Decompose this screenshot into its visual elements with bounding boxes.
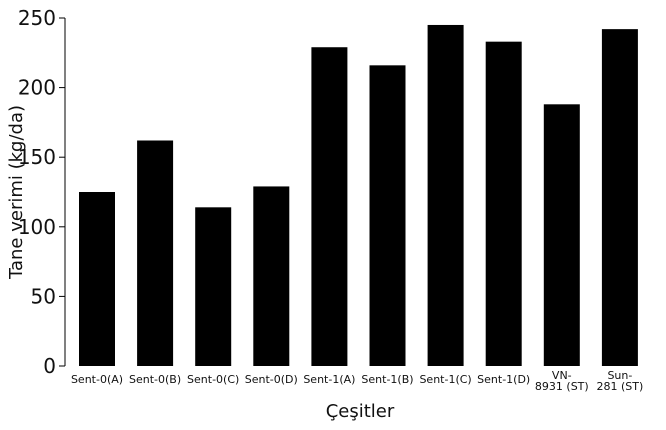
x-tick-label: Sun-281 (ST): [597, 369, 644, 393]
bar: [195, 207, 231, 366]
bar: [486, 42, 522, 366]
x-tick-label: Sent-1(A): [303, 373, 355, 386]
x-tick-label: Sent-1(D): [477, 373, 530, 386]
y-tick-label: 250: [18, 6, 56, 30]
bar: [137, 140, 173, 366]
x-tick-label: Sent-0(D): [245, 373, 298, 386]
bar: [253, 186, 289, 366]
bar: [311, 47, 347, 366]
bar: [79, 192, 115, 366]
bars-group: [79, 25, 638, 366]
y-axis-title: Tane verimi (kg/da): [6, 105, 27, 280]
x-tick-label: Sent-0(A): [71, 373, 123, 386]
y-tick-label: 0: [43, 354, 56, 378]
y-tick-label: 200: [18, 76, 56, 100]
bar: [428, 25, 464, 366]
bar: [602, 29, 638, 366]
y-tick-label: 50: [31, 284, 56, 308]
x-tick-label: Sent-1(B): [361, 373, 413, 386]
x-tick-label: Sent-0(B): [129, 373, 181, 386]
bar: [370, 65, 406, 366]
x-tick-label: Sent-1(C): [419, 373, 471, 386]
bar: [544, 104, 580, 366]
x-axis-title: Çeşitler: [326, 401, 395, 422]
x-tick-labels: Sent-0(A) Sent-0(B) Sent-0(C) Sent-0(D) Sent…: [71, 369, 643, 393]
x-tick-label: Sent-0(C): [187, 373, 239, 386]
x-tick-label: VN-8931 (ST): [535, 369, 589, 393]
